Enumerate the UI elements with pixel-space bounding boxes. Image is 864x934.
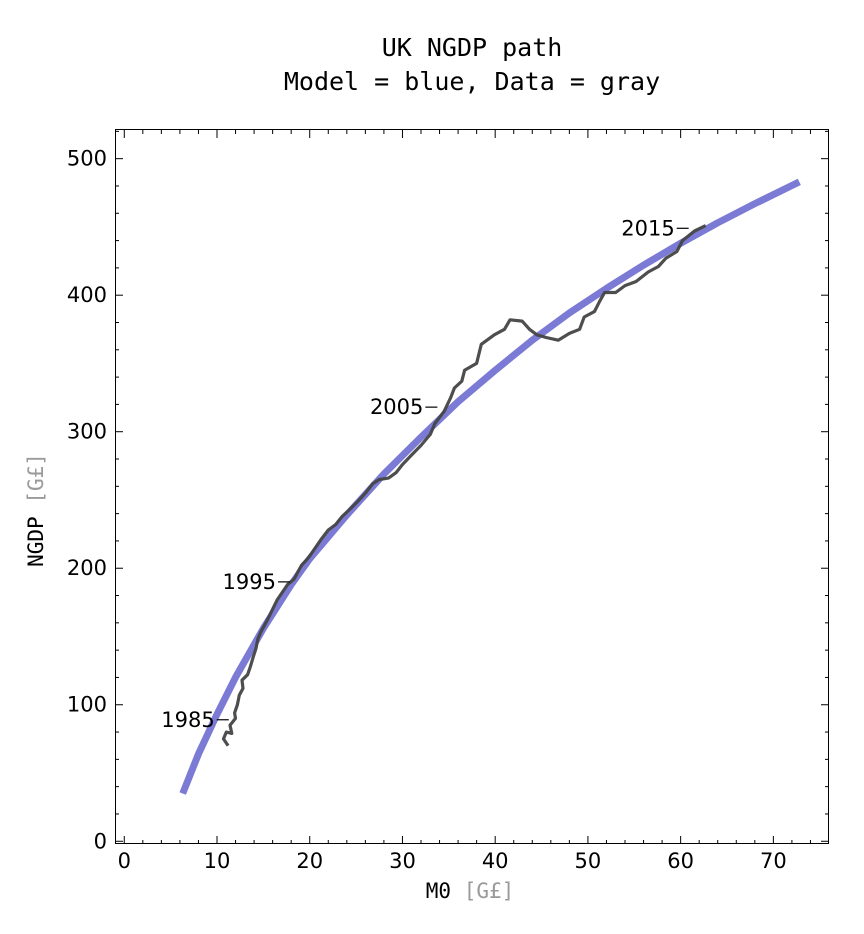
y-tick-label: 0 <box>94 829 107 853</box>
x-tick-label: 0 <box>118 849 131 873</box>
x-tick-label: 60 <box>667 849 694 873</box>
x-axis-label: M0 [G£] <box>426 879 515 903</box>
x-axis-label-unit: [G£] <box>464 879 515 903</box>
model-series-line <box>179 178 801 795</box>
chart-title: UK NGDP path <box>382 33 563 62</box>
x-tick-label: 20 <box>296 849 323 873</box>
y-axis-label-name: NGDP <box>24 516 48 567</box>
year-label: 2015 <box>621 216 674 240</box>
year-label: 1995 <box>223 570 276 594</box>
x-tick-label: 30 <box>389 849 416 873</box>
x-tick-label: 10 <box>204 849 231 873</box>
year-label: 2005 <box>370 395 423 419</box>
plot-frame <box>115 129 829 844</box>
x-tick-labels: 0 10 20 30 40 50 60 70 <box>118 849 787 873</box>
chart-subtitle: Model = blue, Data = gray <box>284 67 660 96</box>
x-tick-label: 40 <box>482 849 509 873</box>
y-tick-labels: 0 100 200 300 400 500 <box>67 147 107 854</box>
x-tick-label: 70 <box>760 849 787 873</box>
x-axis-label-name: M0 <box>426 879 451 903</box>
y-axis-label: NGDP [G£] <box>24 453 48 567</box>
y-tick-label: 200 <box>67 556 107 580</box>
y-tick-label: 300 <box>67 420 107 444</box>
y-tick-label: 500 <box>67 147 107 171</box>
annotation-layer: 1985 1995 2005 2015 <box>161 216 689 732</box>
x-tick-label: 50 <box>575 849 602 873</box>
axis-ticks <box>115 130 829 844</box>
y-tick-label: 400 <box>67 283 107 307</box>
data-series-line <box>221 224 707 747</box>
y-tick-label: 100 <box>67 693 107 717</box>
year-label: 1985 <box>161 708 214 732</box>
series-layer <box>179 178 801 795</box>
y-axis-label-unit: [G£] <box>24 453 48 504</box>
